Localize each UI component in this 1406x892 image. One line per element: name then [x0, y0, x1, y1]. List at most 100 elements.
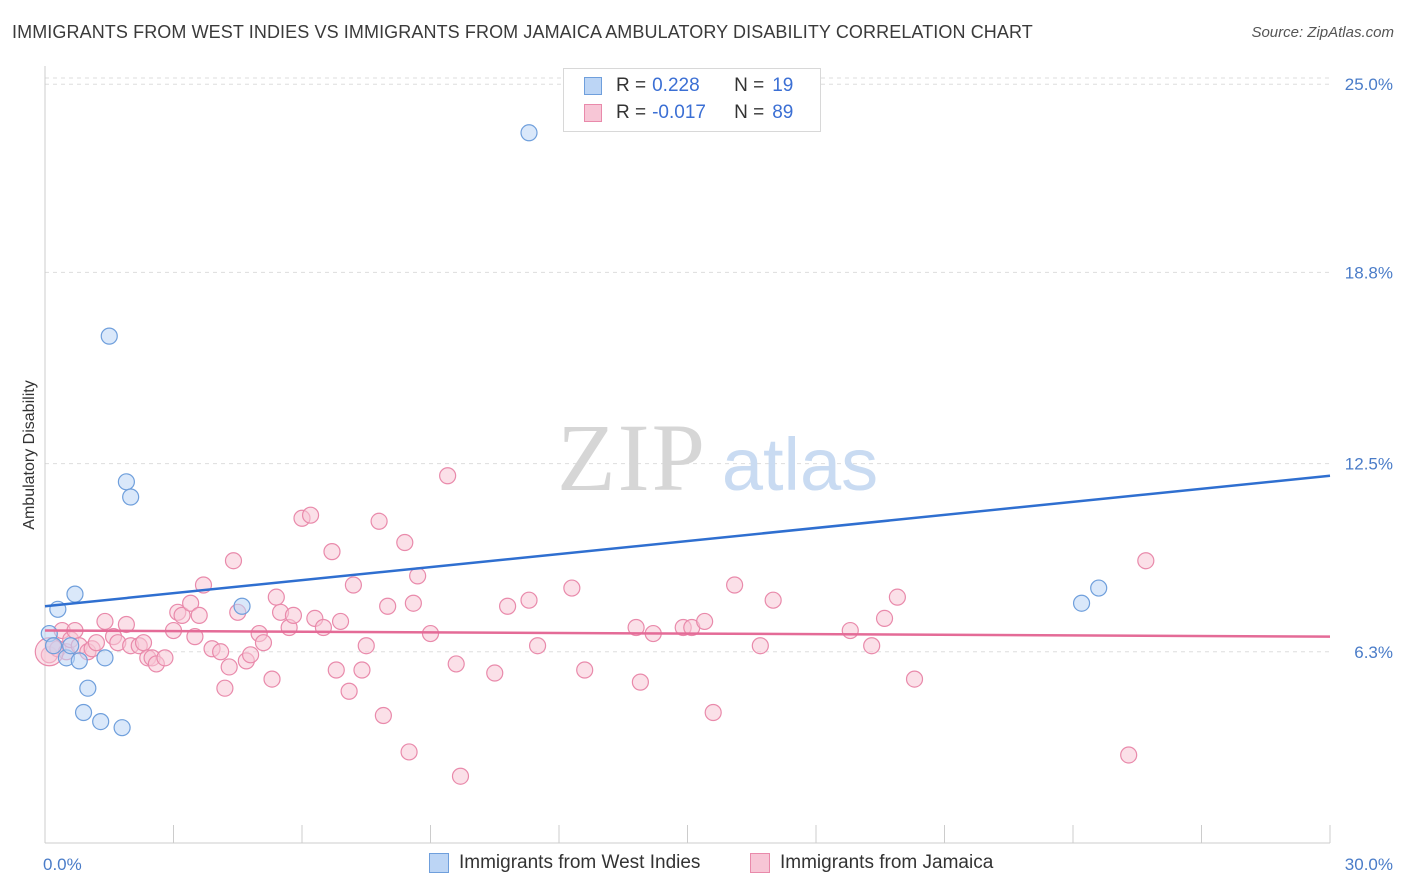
- axis-layer: [44, 66, 1331, 844]
- jamaica-point: [87, 634, 106, 652]
- jamaica-point: [704, 703, 722, 722]
- jamaica-point: [1120, 746, 1138, 764]
- y-tick-label: 18.8%: [1345, 263, 1393, 282]
- jamaica-point: [396, 533, 414, 552]
- jamaica-point: [374, 706, 392, 725]
- jamaica-point: [212, 643, 230, 661]
- legend-r-value: 0.228: [652, 75, 700, 96]
- jamaica-point: [134, 634, 153, 652]
- jamaica-point: [96, 612, 114, 631]
- trend-layer: [44, 474, 1331, 638]
- legend-row-jamaica: R = -0.017 N = 89: [584, 100, 793, 126]
- west-indies-point: [74, 703, 93, 722]
- jamaica-point: [370, 512, 388, 530]
- correlation-legend: R = 0.228 N = 19 R = -0.017 N = 89: [563, 68, 821, 132]
- jamaica-point: [353, 661, 371, 679]
- jamaica-point: [627, 618, 645, 637]
- west-indies-point: [122, 488, 140, 506]
- west-indies-point: [113, 719, 131, 737]
- jamaica-point: [220, 658, 238, 676]
- west-indies-point: [520, 124, 538, 142]
- west-indies-points: [40, 124, 1108, 737]
- west-indies-point: [1072, 594, 1091, 612]
- jamaica-point: [117, 615, 135, 634]
- jamaica-point: [156, 649, 174, 667]
- legend-item-jamaica[interactable]: Immigrants from Jamaica: [750, 852, 993, 874]
- jamaica-point: [182, 594, 200, 612]
- jamaica-point: [173, 606, 191, 624]
- west-indies-point: [233, 597, 251, 615]
- x-tick-label: 30.0%: [1345, 855, 1393, 874]
- jamaica-point: [327, 661, 345, 679]
- tick-layer: 6.3% 12.5% 18.8% 25.0% 0.0% 30.0%: [43, 75, 1393, 874]
- west-indies-point: [79, 679, 97, 697]
- series-legend: Immigrants from West Indies Immigrants f…: [0, 852, 1406, 878]
- legend-label-jamaica: Immigrants from Jamaica: [780, 852, 994, 873]
- jamaica-point: [888, 588, 906, 606]
- jamaica-point: [301, 506, 320, 524]
- jamaica-point: [751, 637, 769, 655]
- jamaica-trend-line: [44, 629, 1331, 638]
- legend-swatch-west-indies: [429, 853, 449, 873]
- west-indies-point: [96, 649, 114, 667]
- jamaica-point: [186, 628, 204, 646]
- jamaica-point: [486, 664, 504, 682]
- west-indies-point: [1090, 579, 1108, 597]
- west-indies-point: [92, 712, 110, 731]
- jamaica-point: [242, 646, 260, 664]
- jamaica-point: [190, 606, 208, 624]
- jamaica-point: [404, 594, 422, 612]
- jamaica-point: [1137, 552, 1155, 570]
- jamaica-point: [216, 679, 234, 697]
- jamaica-point: [263, 670, 281, 688]
- jamaica-point: [340, 682, 358, 700]
- y-tick-label: 6.3%: [1354, 643, 1393, 662]
- chart-source: Source: ZipAtlas.com: [1251, 24, 1394, 41]
- west-indies-point: [100, 327, 118, 345]
- jamaica-point: [905, 670, 924, 688]
- jamaica-point: [576, 661, 594, 679]
- legend-label-west-indies: Immigrants from West Indies: [459, 852, 701, 873]
- jamaica-points: [34, 467, 1155, 785]
- jamaica-point: [331, 612, 350, 631]
- legend-r-label: R =: [616, 102, 647, 123]
- jamaica-point: [451, 767, 470, 785]
- legend-r-value: -0.017: [652, 102, 706, 123]
- legend-swatch-jamaica: [750, 853, 770, 873]
- legend-n-label: N =: [734, 75, 765, 96]
- jamaica-point: [563, 579, 581, 597]
- jamaica-point: [841, 621, 859, 640]
- jamaica-point: [863, 637, 881, 655]
- jamaica-point: [400, 743, 418, 761]
- legend-r-label: R =: [616, 75, 647, 96]
- jamaica-point: [764, 591, 782, 609]
- jamaica-point: [344, 576, 362, 594]
- y-axis-label: Ambulatory Disability: [21, 380, 38, 529]
- jamaica-point: [357, 637, 375, 655]
- jamaica-point: [379, 597, 397, 615]
- jamaica-point: [631, 673, 649, 691]
- y-tick-label: 12.5%: [1345, 455, 1393, 474]
- watermark-zip: ZIP: [557, 404, 707, 511]
- west-indies-point: [70, 652, 88, 670]
- legend-n-label: N =: [734, 102, 765, 123]
- jamaica-point: [267, 588, 285, 606]
- west-indies-point: [44, 637, 63, 655]
- x-tick-label: 0.0%: [43, 855, 82, 874]
- jamaica-point: [439, 467, 457, 485]
- chart-title: IMMIGRANTS FROM WEST INDIES VS IMMIGRANT…: [12, 22, 1033, 42]
- jamaica-point: [224, 552, 243, 570]
- west-indies-trend-line: [44, 474, 1331, 608]
- legend-n-value: 19: [772, 75, 794, 96]
- watermark-atlas: atlas: [722, 423, 878, 506]
- west-indies-point: [117, 473, 135, 491]
- jamaica-point: [696, 612, 714, 631]
- jamaica-point: [520, 591, 538, 609]
- legend-swatch-west-indies: [584, 77, 602, 95]
- jamaica-point: [284, 606, 303, 624]
- legend-item-west-indies[interactable]: Immigrants from West Indies: [429, 852, 700, 874]
- legend-n-value: 89: [772, 102, 794, 123]
- jamaica-point: [726, 576, 744, 594]
- jamaica-point: [409, 567, 427, 585]
